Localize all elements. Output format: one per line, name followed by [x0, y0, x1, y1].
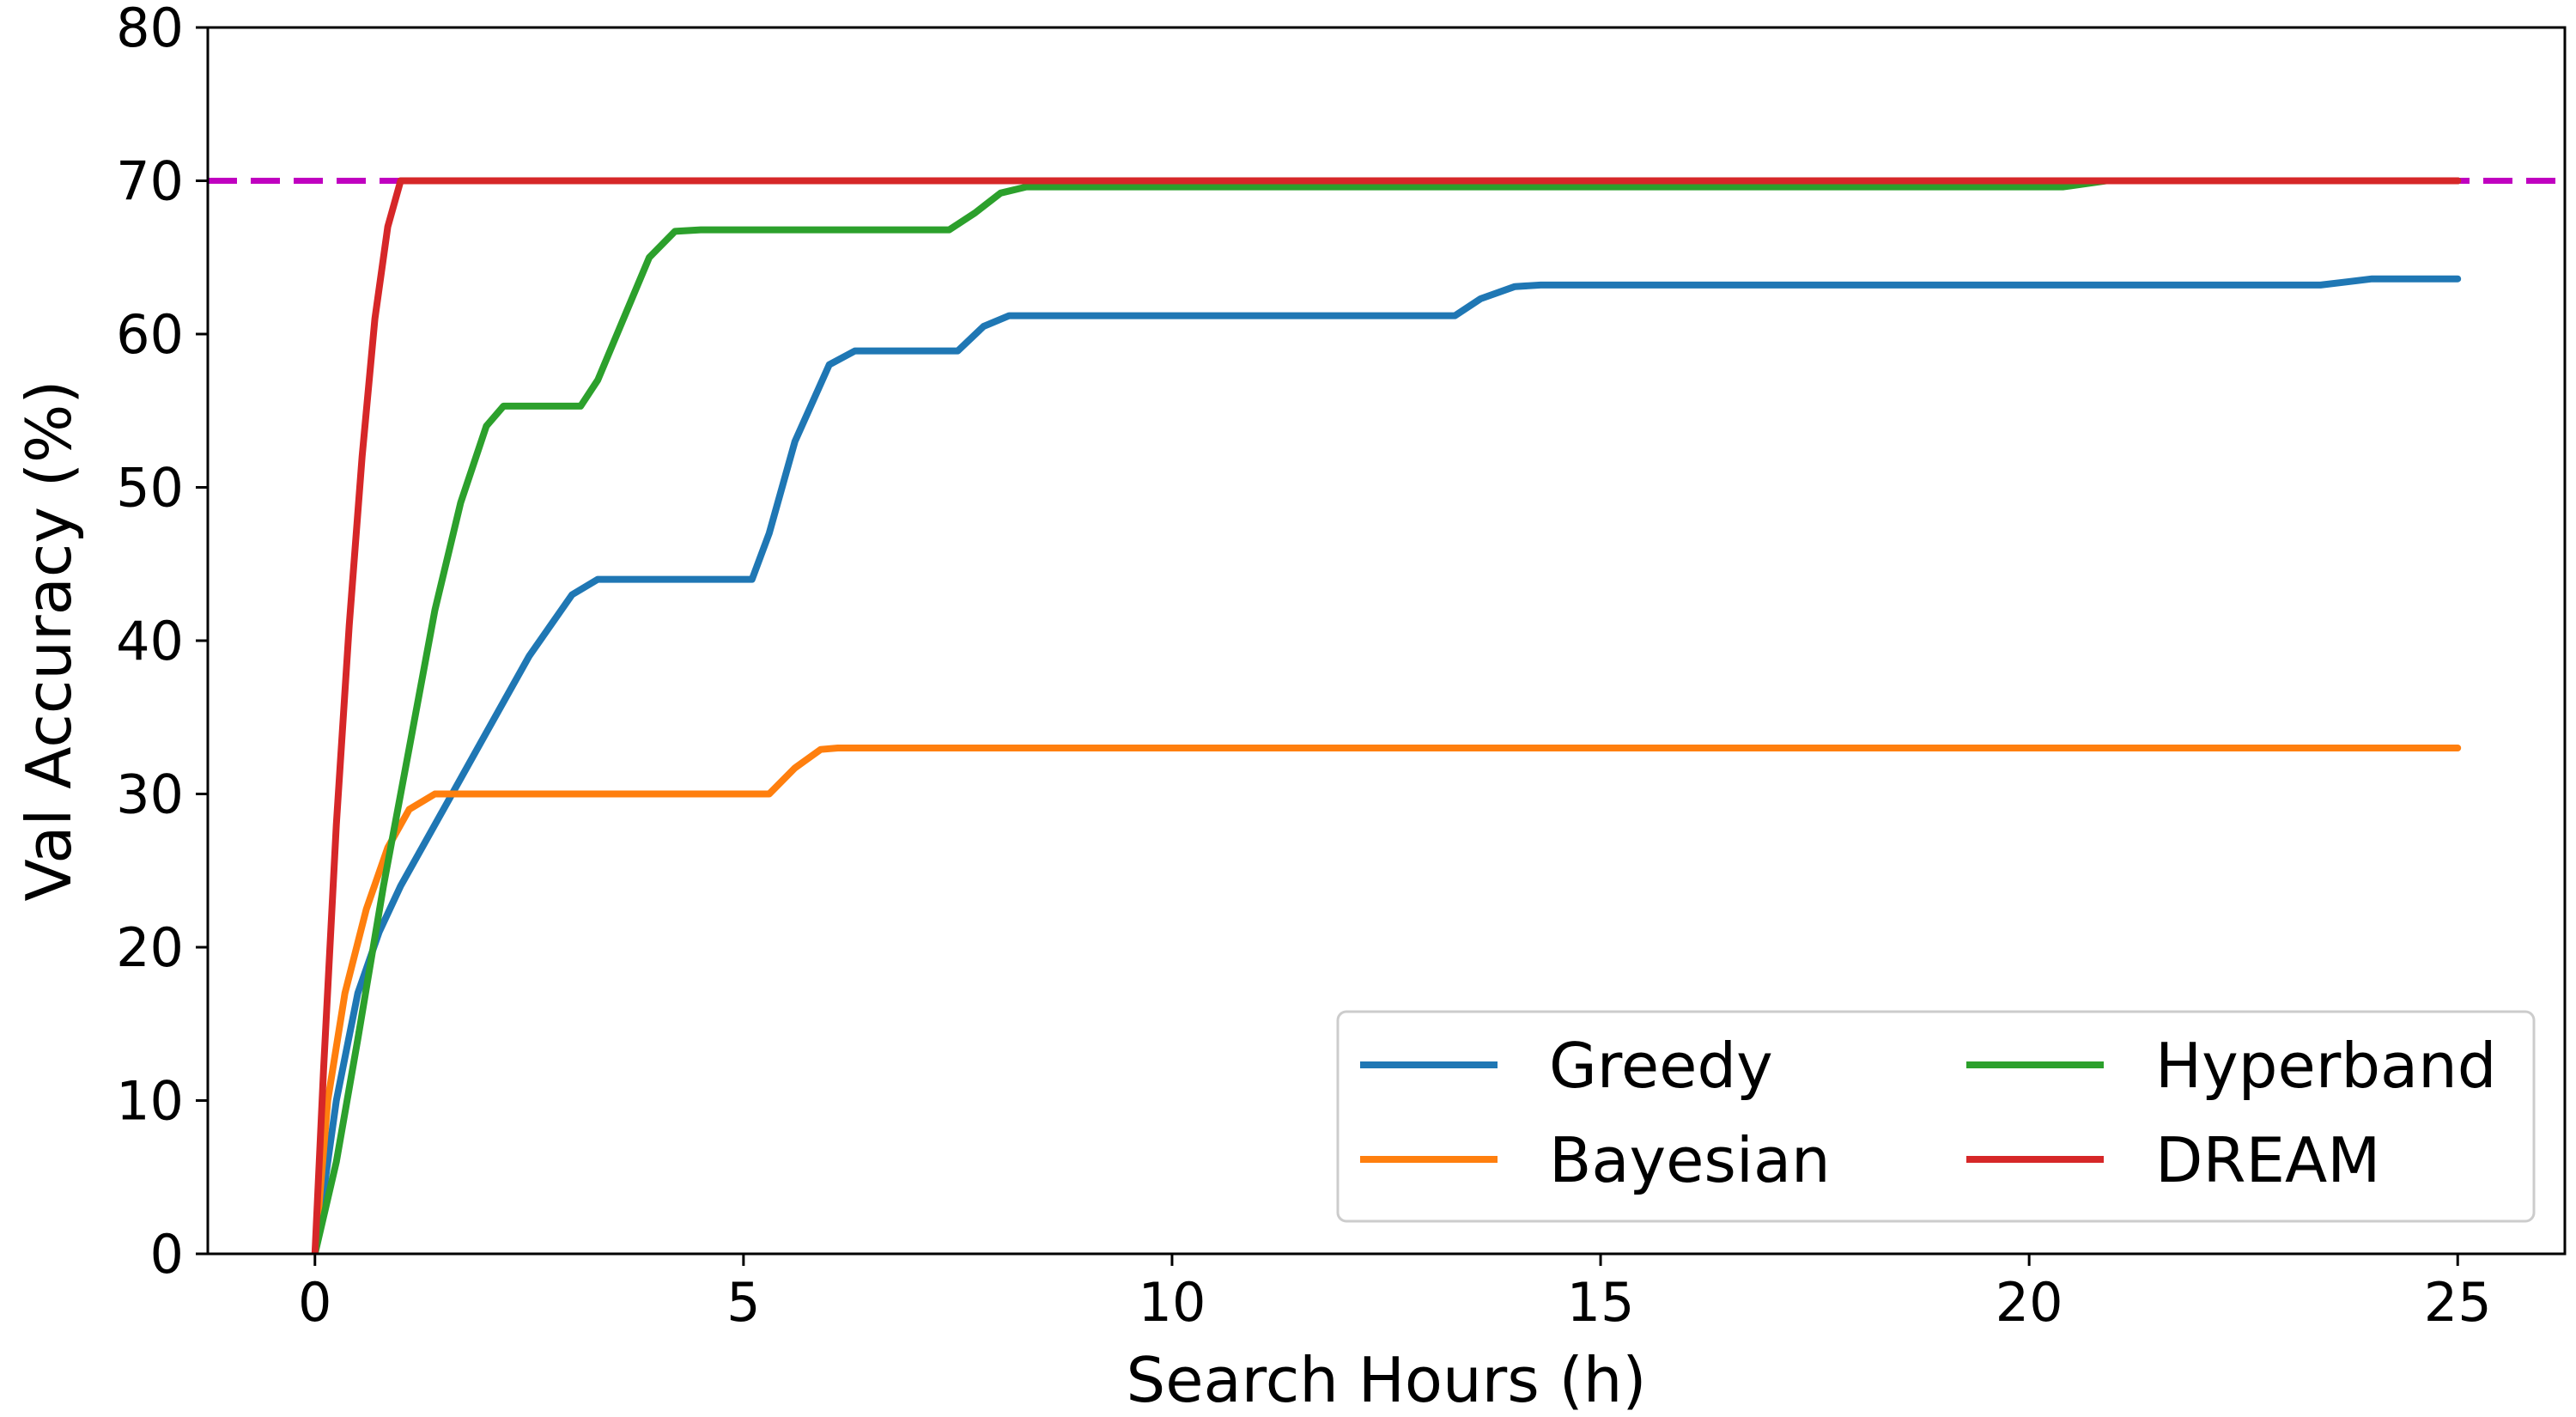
- legend-label-hyperband: Hyperband: [2155, 1030, 2497, 1102]
- series-line-dream: [311, 177, 2462, 1254]
- legend-label-bayesian: Bayesian: [1549, 1124, 1831, 1196]
- series-line-greedy: [311, 275, 2462, 1254]
- y-tick-label: 40: [116, 610, 184, 672]
- legend: Greedy Bayesian Hyperband DREAM: [1336, 1010, 2536, 1223]
- y-axis-ticks: 0 10 20 30 40 50 60 70 80: [116, 0, 208, 1286]
- x-tick-label: 5: [726, 1271, 760, 1334]
- x-tick-label: 25: [2424, 1271, 2492, 1334]
- series-layer: [311, 177, 2462, 1254]
- y-tick-label: 0: [150, 1223, 184, 1286]
- y-tick-label: 30: [116, 763, 184, 826]
- y-axis-title: Val Accuracy (%): [13, 380, 85, 902]
- y-tick-label: 10: [116, 1070, 184, 1133]
- legend-label-dream: DREAM: [2155, 1124, 2380, 1196]
- y-tick-label: 50: [116, 457, 184, 520]
- y-tick-label: 60: [116, 303, 184, 366]
- x-tick-label: 0: [298, 1271, 331, 1334]
- x-tick-label: 15: [1567, 1271, 1635, 1334]
- legend-label-greedy: Greedy: [1549, 1030, 1773, 1102]
- series-line-bayesian: [311, 745, 2462, 1254]
- series-line-hyperband: [311, 177, 2462, 1254]
- x-axis-ticks: 0 5 10 15 20 25: [298, 1254, 2492, 1334]
- legend-box: [1336, 1010, 2536, 1223]
- y-tick-label: 20: [116, 916, 184, 979]
- x-axis-title: Search Hours (h): [1127, 1344, 1647, 1416]
- x-tick-label: 20: [1996, 1271, 2063, 1334]
- y-tick-label: 80: [116, 0, 184, 59]
- y-tick-label: 70: [116, 150, 184, 213]
- x-tick-label: 10: [1139, 1271, 1206, 1334]
